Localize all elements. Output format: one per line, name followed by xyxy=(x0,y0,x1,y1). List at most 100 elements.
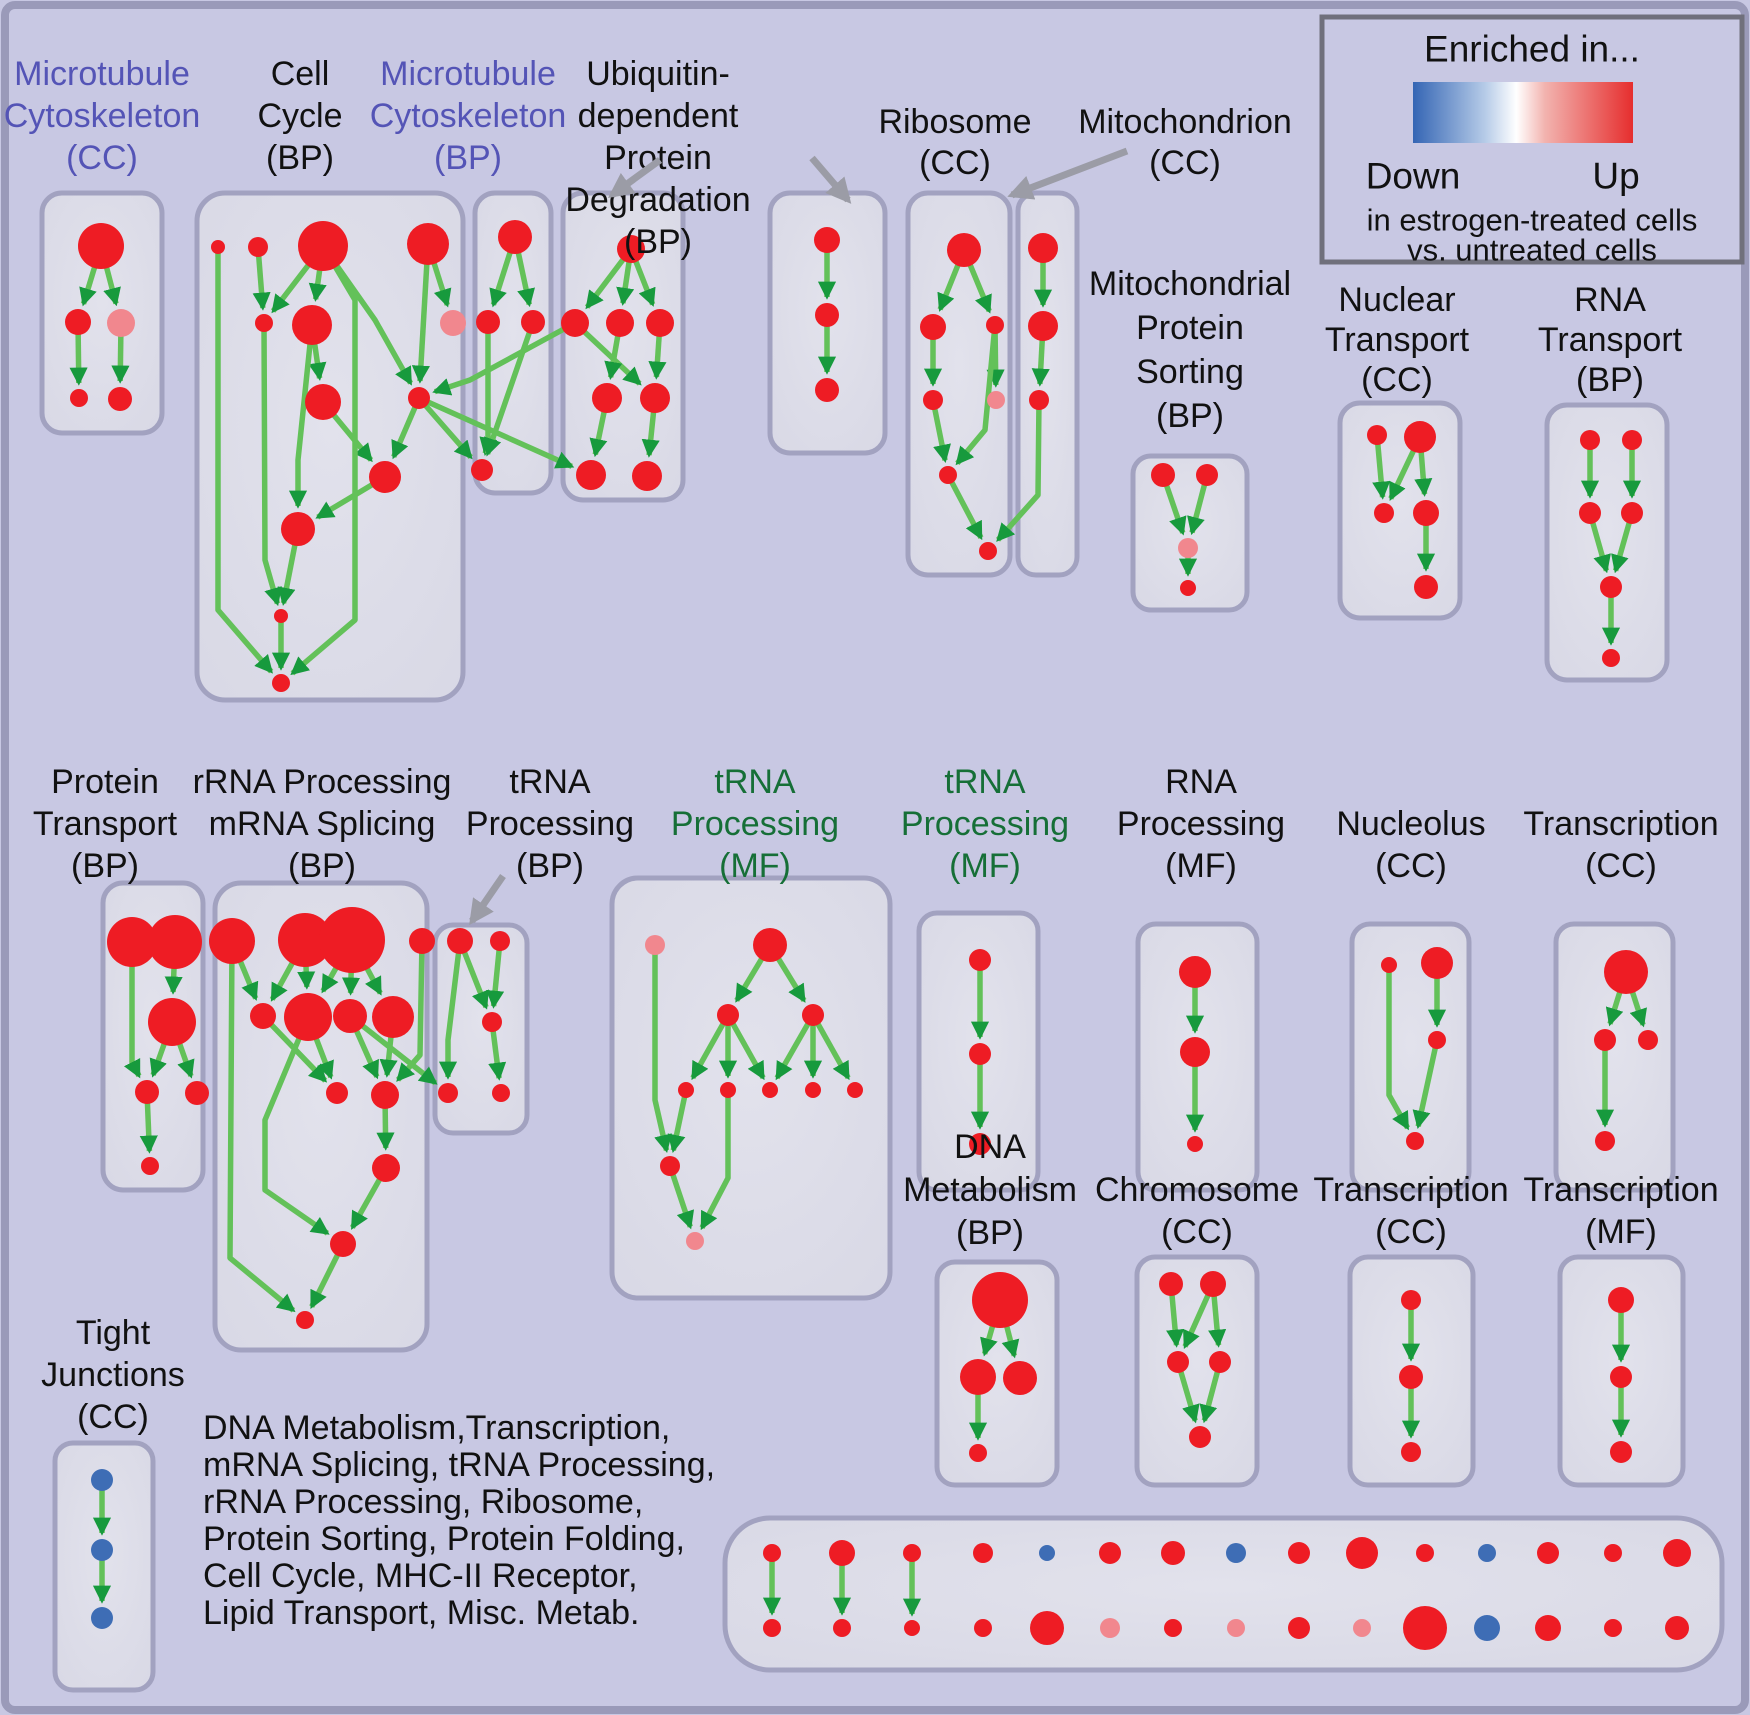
node-red xyxy=(904,1620,920,1636)
label-microtubule-cc-line0: Microtubule xyxy=(14,55,190,93)
node-red xyxy=(490,931,510,951)
node-red xyxy=(70,389,88,407)
label-microtubule-bp-line1: Cytoskeleton xyxy=(370,97,567,135)
label-nuclear-transport-line2: (CC) xyxy=(1361,361,1433,399)
node-red xyxy=(65,309,91,335)
node-red xyxy=(1028,233,1058,263)
label-rna-transport-line1: Transport xyxy=(1538,321,1683,359)
node-red xyxy=(1161,1541,1185,1565)
label-tight-junctions-line0: Tight xyxy=(76,1314,151,1352)
node-red xyxy=(640,383,670,413)
label-microtubule-bp-line2: (BP) xyxy=(434,139,502,177)
label-mito-sorting-line1: Protein xyxy=(1136,309,1244,347)
note-line-2: rRNA Processing, Ribosome, xyxy=(203,1483,643,1521)
node-red xyxy=(148,915,202,969)
edge xyxy=(262,1015,330,1236)
label-chromosome-line1: (CC) xyxy=(1161,1213,1233,1251)
node-blue xyxy=(1474,1615,1500,1641)
edge xyxy=(774,1013,816,1081)
node-pink xyxy=(107,309,135,337)
node-red xyxy=(482,1012,502,1032)
label-trna-mf-1-line2: (MF) xyxy=(719,847,791,885)
node-red xyxy=(1151,463,1175,487)
label-microtubule-cc-line1: Cytoskeleton xyxy=(4,97,201,135)
node-red xyxy=(305,384,341,420)
node-red xyxy=(135,1080,159,1104)
node-red xyxy=(1665,1616,1689,1640)
node-red xyxy=(753,928,787,962)
label-trna-bp-line0: tRNA xyxy=(509,763,591,801)
node-red xyxy=(409,928,435,954)
edge xyxy=(995,399,1042,542)
node-red xyxy=(717,1004,739,1026)
node-red xyxy=(678,1082,694,1098)
label-dna-metabolism-line1: Metabolism xyxy=(903,1171,1077,1209)
node-red xyxy=(447,928,473,954)
node-red xyxy=(248,237,268,257)
node-blue xyxy=(91,1607,113,1629)
label-trna-bp-line1: Processing xyxy=(466,805,634,843)
box-transcription-cc-mid-box xyxy=(1553,921,1676,1193)
label-rrna-mrna-line0: rRNA Processing xyxy=(193,763,452,801)
node-blue xyxy=(1226,1543,1246,1563)
label-nucleolus-line0: Nucleolus xyxy=(1336,805,1485,843)
node-blue xyxy=(1478,1544,1496,1562)
box-summary-box xyxy=(722,1515,1725,1673)
node-red xyxy=(148,998,196,1046)
annotation-arrow-icon xyxy=(607,157,663,198)
node-red xyxy=(660,1156,680,1176)
label-ubiquitin-line3: Degradation xyxy=(565,181,750,219)
edge xyxy=(483,321,536,457)
label-ribosome-line0: Ribosome xyxy=(878,103,1031,141)
node-red xyxy=(1413,500,1439,526)
node-red xyxy=(78,223,124,269)
node-pink xyxy=(1227,1619,1245,1637)
edge xyxy=(573,320,642,386)
legend-title: Enriched in... xyxy=(1424,29,1640,70)
node-red xyxy=(272,674,290,692)
node-red xyxy=(1346,1537,1378,1569)
label-mitochondrion-line0: Mitochondrion xyxy=(1078,103,1292,141)
label-trna-mf-2-line2: (MF) xyxy=(949,847,1021,885)
node-red xyxy=(979,542,997,560)
edge xyxy=(123,942,142,1079)
node-red xyxy=(847,1082,863,1098)
node-red xyxy=(1401,1290,1421,1310)
node-red xyxy=(1579,502,1601,524)
node-red xyxy=(141,1157,159,1175)
node-red xyxy=(296,1311,314,1329)
node-red xyxy=(1663,1539,1691,1567)
node-red xyxy=(606,309,634,337)
node-red xyxy=(1189,1426,1211,1448)
node-red xyxy=(802,1004,824,1026)
label-cell-cycle-line2: (BP) xyxy=(266,139,334,177)
node-red xyxy=(369,461,401,493)
node-red xyxy=(1381,957,1397,973)
node-red xyxy=(1209,1351,1231,1373)
node-red xyxy=(1621,502,1643,524)
node-pink xyxy=(1100,1618,1120,1638)
edge xyxy=(227,940,296,1313)
node-red xyxy=(1595,1131,1615,1151)
label-ubiquitin-line4: (BP) xyxy=(624,223,692,261)
node-red xyxy=(371,1081,399,1109)
label-tight-junctions-line1: Junctions xyxy=(41,1356,185,1394)
label-trna-mf-2-line0: tRNA xyxy=(944,763,1026,801)
node-red xyxy=(969,949,991,971)
node-red xyxy=(521,310,545,334)
edge xyxy=(479,322,498,456)
label-transcription-mf-line1: (MF) xyxy=(1585,1213,1657,1251)
node-red xyxy=(372,996,414,1038)
node-red xyxy=(1367,425,1387,445)
node-red xyxy=(1406,1132,1424,1150)
label-mito-sorting-line2: Sorting xyxy=(1136,353,1244,391)
node-red xyxy=(1401,1442,1421,1462)
node-red xyxy=(632,461,662,491)
edge xyxy=(411,243,431,384)
label-dna-metabolism-line2: (BP) xyxy=(956,1214,1024,1252)
node-red xyxy=(1167,1351,1189,1373)
node-red xyxy=(720,1082,736,1098)
node-red xyxy=(498,220,532,254)
edge xyxy=(215,247,274,674)
